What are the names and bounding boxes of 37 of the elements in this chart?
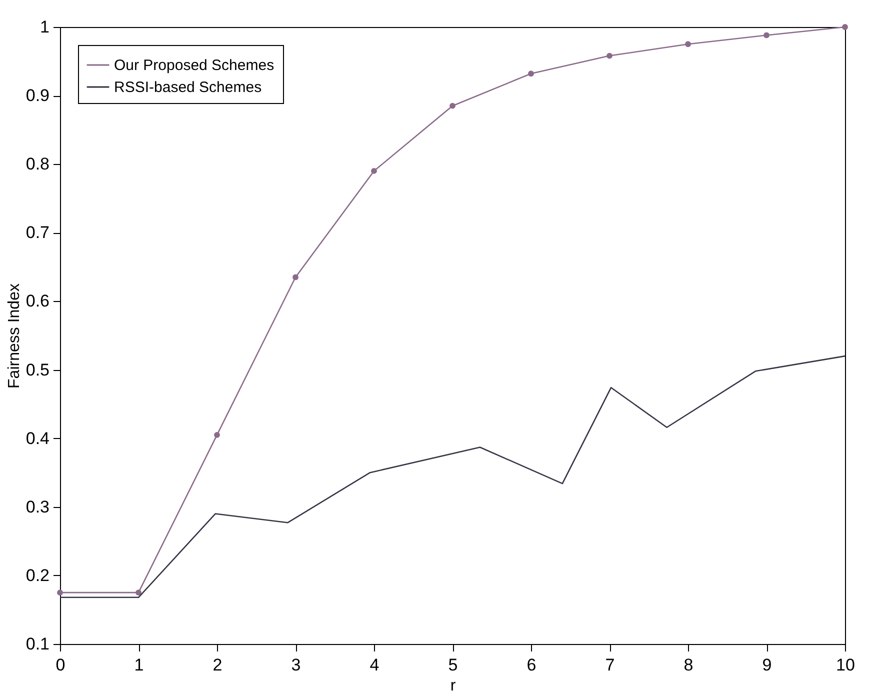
point — [685, 41, 691, 48]
point — [136, 590, 142, 596]
x-tick-label: 6 — [526, 656, 536, 674]
point — [842, 24, 848, 30]
x-tick-label: 8 — [684, 656, 694, 674]
x-tick-label: 0 — [56, 656, 66, 674]
y-tick-label: 0.5 — [26, 360, 50, 380]
x-tick-label: 9 — [762, 656, 772, 674]
legend-label: RSSI-based Schemes — [114, 79, 262, 96]
point — [606, 52, 612, 59]
y-tick-label: 0.3 — [26, 497, 50, 516]
y-tick-label: 0.2 — [26, 566, 50, 585]
x-tick-label: 7 — [605, 656, 615, 674]
x-tick-label: 4 — [370, 656, 380, 674]
x-axis-title: r — [450, 678, 456, 694]
y-tick-label: 0.8 — [26, 154, 50, 174]
point — [292, 274, 298, 280]
point — [450, 102, 456, 109]
point — [371, 168, 377, 174]
y-tick-label: 0.9 — [26, 86, 50, 106]
x-tick-label: 3 — [291, 656, 301, 674]
line-series — [59, 355, 846, 598]
y-tick-label: 1 — [40, 18, 50, 36]
x-tick-label: 2 — [212, 656, 222, 674]
point — [57, 590, 63, 596]
point — [528, 70, 534, 77]
y-tick-label: 0.6 — [26, 292, 50, 311]
legend-label: Our Proposed Schemes — [114, 57, 274, 74]
x-tick-label: 5 — [448, 656, 458, 674]
y-tick-label: 0.1 — [26, 634, 50, 654]
y-tick-label: 0.4 — [26, 428, 50, 448]
x-tick-label: 10 — [836, 656, 855, 674]
y-axis-title: Fairness Index — [6, 284, 23, 388]
x-tick-label: 1 — [134, 656, 144, 674]
point — [214, 432, 220, 438]
point — [764, 32, 770, 38]
y-tick-label: 0.7 — [26, 223, 50, 242]
